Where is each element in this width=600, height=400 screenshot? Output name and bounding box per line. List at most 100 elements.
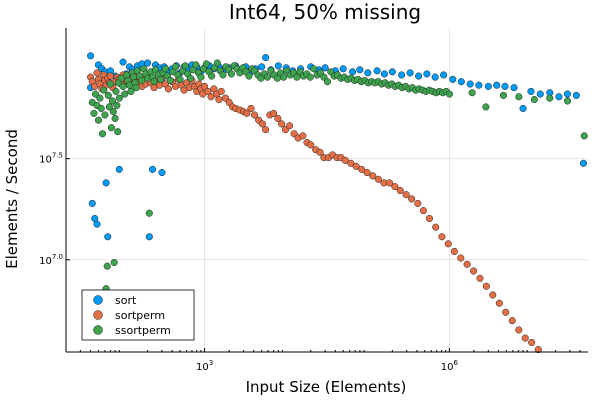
ssortperm-point <box>105 103 113 111</box>
ssortperm-point <box>114 128 122 136</box>
sort-point <box>348 68 357 76</box>
sortperm-point <box>217 87 225 95</box>
sortperm-point <box>215 95 223 104</box>
y-tick-label: 107.0 <box>39 253 63 267</box>
sortperm-point <box>508 317 516 325</box>
ssortperm-point <box>176 75 184 83</box>
sortperm-point <box>515 326 523 334</box>
sortperm-point <box>402 191 410 199</box>
ssortperm-point <box>101 111 109 119</box>
sortperm-point <box>482 282 490 290</box>
ssortperm-point <box>166 76 174 85</box>
sortperm-point <box>262 126 270 134</box>
ssortperm-point <box>181 62 189 70</box>
ssortperm-point <box>107 124 115 132</box>
ssortperm-point <box>96 94 104 102</box>
sortperm-point <box>425 214 434 223</box>
ssortperm-point <box>293 73 301 81</box>
sort-point <box>262 54 270 62</box>
legend-label: ssortperm <box>115 324 171 337</box>
ssortperm-point <box>186 74 194 82</box>
sort-point <box>158 169 166 177</box>
sortperm-point <box>201 82 209 90</box>
ssortperm-point <box>263 73 272 81</box>
sort-point <box>501 82 509 90</box>
ssortperm-point <box>110 258 118 267</box>
sort-point <box>423 70 431 78</box>
ssortperm-point <box>192 61 200 69</box>
sort-point <box>144 59 152 67</box>
sort-point <box>431 73 439 81</box>
sort-point <box>258 63 266 71</box>
sortperm-point <box>93 69 101 77</box>
sort-point <box>104 233 112 241</box>
sort-point <box>148 165 157 173</box>
sortperm-point <box>274 114 282 122</box>
sortperm-point <box>444 240 452 248</box>
sort-point <box>380 70 389 78</box>
legend-label: sort <box>115 294 137 307</box>
ssortperm-point <box>104 91 112 99</box>
sort-point <box>457 78 465 86</box>
ssortperm-point <box>117 74 125 82</box>
sortperm-point <box>347 159 355 167</box>
ssortperm-point <box>109 108 117 116</box>
ssortperm-point <box>227 70 235 78</box>
sort-point <box>93 220 101 228</box>
ssortperm-point <box>468 89 476 97</box>
sort-point <box>373 67 381 75</box>
ssortperm-point <box>103 262 111 270</box>
sortperm-point <box>495 299 503 307</box>
legend: sort sortperm ssortperm <box>81 289 195 341</box>
sort-point <box>321 64 329 72</box>
sort-point <box>440 71 448 79</box>
sortperm-point <box>391 183 399 191</box>
ssortperm-point <box>112 87 120 95</box>
ssortperm-point <box>145 209 153 217</box>
sort-point <box>115 165 123 173</box>
sortperm-point <box>521 334 529 342</box>
sortperm-point <box>341 156 349 164</box>
sortperm-point <box>352 162 360 170</box>
ssortperm-point <box>91 90 100 98</box>
ssortperm-point <box>111 114 119 122</box>
legend-marker <box>93 295 103 305</box>
x-tick-label: 106 <box>441 359 459 373</box>
sortperm-point <box>432 223 440 231</box>
sort-point <box>145 233 153 241</box>
ssortperm-point <box>161 65 169 73</box>
ssortperm-point <box>202 60 210 68</box>
ssortperm-point <box>213 59 221 67</box>
y-tick-label: 107.5 <box>39 152 63 166</box>
sort-point <box>274 62 282 70</box>
ssortperm-point <box>197 73 205 81</box>
sort-point <box>449 75 457 83</box>
sortperm-point <box>307 141 315 149</box>
sortperm-point <box>534 345 542 354</box>
ssortperm-point <box>106 80 114 88</box>
ssortperm-point <box>323 78 331 86</box>
data-points <box>87 52 588 354</box>
sortperm-point <box>243 109 251 117</box>
ssortperm-point <box>245 72 253 80</box>
sort-point <box>398 71 406 79</box>
sortperm-point <box>450 247 458 255</box>
ssortperm-point <box>580 132 588 140</box>
ssortperm-point <box>94 116 103 124</box>
sortperm-point <box>204 87 212 95</box>
ssortperm-point <box>90 109 98 117</box>
ssortperm-point <box>100 86 108 94</box>
ssortperm-point <box>499 91 508 99</box>
ssortperm-point <box>97 104 105 113</box>
sort-point <box>119 58 127 66</box>
sort-point <box>572 91 580 99</box>
sort-point <box>519 104 527 113</box>
ssortperm-point <box>515 93 523 101</box>
sort-point <box>87 52 95 60</box>
ssortperm-point <box>310 65 318 73</box>
sortperm-point <box>270 109 278 117</box>
legend-label: sortperm <box>115 309 165 322</box>
ssortperm-point <box>121 90 129 98</box>
ssortperm-point <box>132 84 140 92</box>
